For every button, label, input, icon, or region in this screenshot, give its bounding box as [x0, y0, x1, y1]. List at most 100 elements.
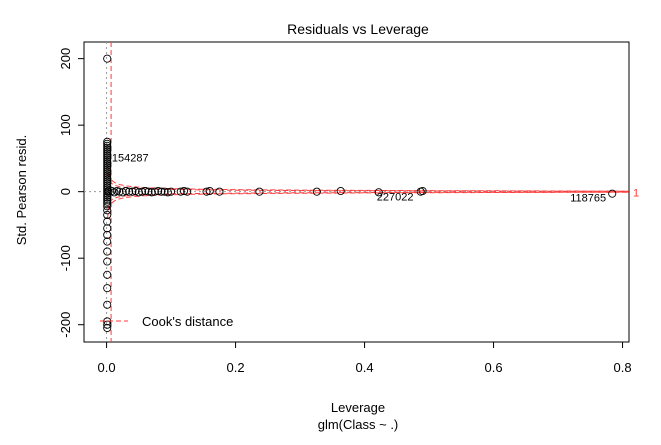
point-labels: 154287 227022 118765 [112, 153, 606, 205]
data-point [103, 145, 112, 154]
data-point [103, 257, 112, 266]
data-point [103, 202, 112, 211]
data-point [103, 159, 112, 168]
data-point [103, 169, 112, 178]
y-tick-label: 100 [58, 114, 73, 136]
legend-cook-label: Cook's distance [142, 314, 233, 329]
y-tick-label: 200 [58, 48, 73, 70]
data-point [103, 165, 112, 174]
data-point [154, 186, 163, 196]
data-point [103, 199, 112, 208]
data-point [418, 186, 427, 196]
data-point [103, 230, 112, 239]
data-point [147, 188, 156, 197]
y-axis-label: Std. Pearson resid. [14, 135, 29, 246]
cook-contour-label: 1 [633, 187, 639, 199]
data-point [125, 187, 134, 196]
data-point [160, 187, 169, 196]
point-label: 118765 [570, 193, 606, 205]
point-label: 227022 [377, 191, 414, 203]
data-point [137, 187, 147, 196]
data-point [103, 191, 112, 200]
data-point [103, 185, 112, 194]
data-point [176, 187, 185, 196]
data-point [103, 173, 112, 182]
data-point [103, 197, 112, 206]
data-point [312, 187, 321, 196]
data-point [104, 187, 113, 196]
data-point [134, 188, 143, 197]
data-point [202, 187, 211, 196]
data-point [103, 139, 112, 148]
data-point [103, 167, 112, 176]
cook-contour-line [107, 172, 629, 192]
data-point [215, 187, 224, 196]
data-point [103, 210, 112, 219]
data-point [103, 224, 112, 233]
cook-contour-line [107, 191, 629, 219]
data-point [255, 187, 264, 196]
data-point [336, 186, 345, 196]
cook-contour-line [107, 165, 629, 192]
legend: Cook's distance [100, 314, 233, 329]
data-point [103, 161, 112, 170]
data-point [103, 143, 112, 152]
y-axis: -200 -100 0 100 200 [58, 48, 85, 338]
data-point [163, 188, 172, 197]
data-point [103, 195, 112, 204]
data-point [167, 187, 176, 196]
data-point [103, 193, 112, 202]
model-formula-label: glm(Class ~ .) [318, 417, 399, 432]
cook-distance-contours [107, 165, 629, 219]
data-point [103, 206, 112, 215]
data-point [374, 188, 383, 197]
data-point [103, 300, 112, 309]
data-point [183, 187, 192, 196]
data-point [103, 175, 112, 184]
data-point [103, 155, 112, 164]
data-point [103, 181, 112, 190]
data-point [103, 137, 112, 146]
y-tick-label: -200 [58, 312, 73, 338]
data-point [115, 187, 124, 196]
x-axis-label: Leverage [331, 400, 385, 415]
data-point [103, 149, 112, 158]
data-point [103, 151, 112, 160]
data-point [179, 186, 189, 196]
data-point [103, 163, 112, 172]
data-point [103, 247, 112, 256]
chart-title: Residuals vs Leverage [287, 21, 429, 37]
data-point [141, 186, 150, 196]
y-tick-label: 0 [58, 188, 73, 195]
data-point [103, 217, 112, 226]
data-point [103, 177, 112, 186]
data-point [103, 54, 112, 63]
x-tick-label: 0.4 [356, 360, 374, 375]
data-point [103, 171, 112, 180]
data-point [103, 147, 112, 156]
y-tick-label: -100 [58, 245, 73, 271]
data-point [144, 187, 153, 196]
x-tick-label: 0.6 [485, 360, 503, 375]
data-point [103, 153, 112, 162]
data-point [128, 187, 137, 196]
data-point [103, 237, 112, 246]
data-point [103, 141, 112, 150]
data-point [103, 284, 112, 293]
data-point [103, 157, 112, 166]
data-point [157, 187, 166, 196]
data-point [608, 189, 617, 198]
data-point [121, 186, 130, 196]
x-tick-label: 0.0 [98, 360, 116, 375]
x-axis: 0.0 0.2 0.4 0.6 0.8 [98, 341, 632, 375]
point-label: 154287 [112, 153, 149, 165]
x-tick-label: 0.8 [614, 360, 632, 375]
data-points [103, 54, 617, 333]
data-point [103, 320, 112, 329]
data-point [103, 179, 112, 188]
data-point [103, 270, 112, 279]
x-tick-label: 0.2 [227, 360, 245, 375]
data-point [103, 323, 112, 333]
data-point [150, 187, 159, 196]
